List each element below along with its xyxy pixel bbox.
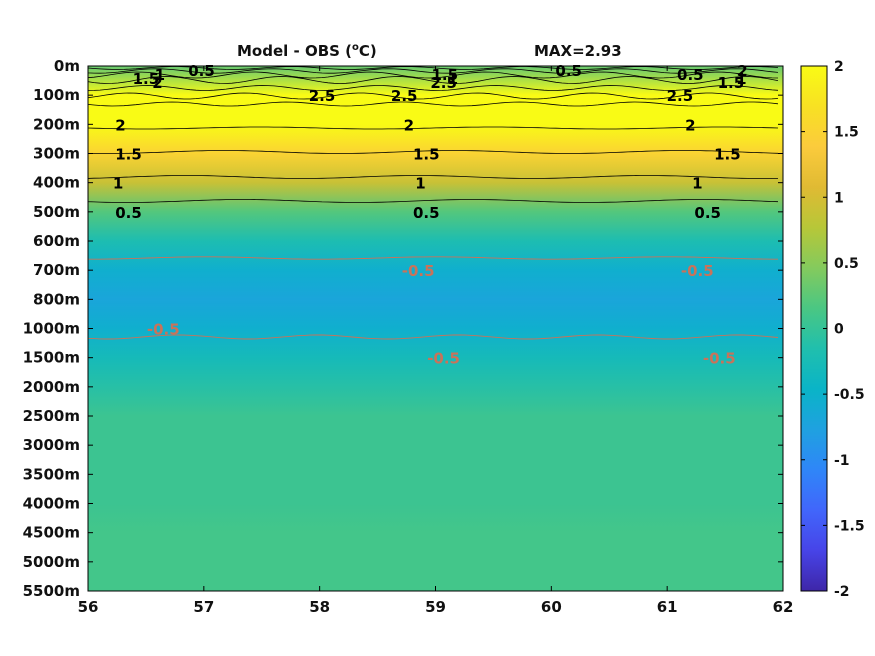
x-tick-label: 57 [193, 598, 214, 616]
contour-line-1.5 [87, 71, 779, 79]
y-tick-label: 300m [33, 145, 80, 163]
max-label: MAX=2.93 [534, 42, 622, 60]
y-tick-label: 5500m [23, 582, 80, 600]
contour-line-1 [87, 68, 779, 74]
contour-label: -0.5 [427, 350, 460, 368]
y-tick-label: 2500m [23, 407, 80, 425]
x-tick-label: 60 [541, 598, 562, 616]
y-tick-label: 200m [33, 115, 80, 133]
y-tick-label: 4000m [23, 495, 80, 513]
contour-label: 2 [685, 116, 695, 134]
y-tick-label: 400m [33, 174, 80, 192]
chart-title-degree: o [352, 42, 359, 53]
contour-line-neg0.5-upper [87, 256, 778, 260]
y-tick-label: 0m [54, 57, 80, 75]
colorbar-tick-label: 1 [834, 190, 844, 206]
contour-label: 1.5 [133, 70, 160, 88]
heatmap-field [88, 66, 783, 591]
x-tick-label: 56 [78, 598, 99, 616]
colorbar-tick-label: -2 [834, 584, 850, 600]
chart-title: Model - OBS (oC) [237, 42, 377, 60]
contour-label: 2.5 [667, 87, 694, 105]
contour-label: 1.5 [115, 146, 142, 164]
contour-line-2.5 [87, 85, 779, 91]
contour-line-2-deep [87, 126, 779, 130]
y-tick-label: 100m [33, 86, 80, 104]
contour-label: 0.5 [413, 204, 440, 222]
y-tick-label: 700m [33, 261, 80, 279]
contour-label: 1.5 [714, 146, 741, 164]
colorbar-tick-label: 1.5 [834, 125, 859, 141]
contour-label: 0.5 [188, 62, 215, 80]
x-tick-label: 61 [657, 598, 678, 616]
contour-label: 2.5 [430, 74, 457, 92]
contour-label: -0.5 [402, 262, 435, 280]
contour-label: 1.5 [413, 146, 440, 164]
contour-label: 1 [448, 70, 458, 88]
contour-label: 1.5 [431, 66, 458, 84]
contour-label: 2.5 [391, 87, 418, 105]
colorbar-tick-label: 0.5 [834, 256, 859, 272]
contour-label: 0.5 [555, 62, 582, 80]
colorbar-tick-label: -0.5 [834, 387, 865, 403]
contour-label: 1 [155, 66, 165, 84]
contour-label: 1 [692, 175, 702, 193]
contour-line-0.5-deep [87, 199, 779, 203]
contour-label: -0.5 [681, 262, 714, 280]
y-tick-label: 500m [33, 203, 80, 221]
y-tick-label: 800m [33, 290, 80, 308]
contour-line-neg0.5-lower [87, 334, 779, 340]
x-tick-label: 58 [309, 598, 330, 616]
contour-label: 2 [115, 116, 125, 134]
colorbar-tick-label: -1 [834, 453, 850, 469]
x-tick-label: 59 [425, 598, 446, 616]
y-tick-label: 600m [33, 232, 80, 250]
contour-line-1.5-deep [87, 150, 779, 154]
contour-label: 0.5 [694, 204, 721, 222]
colorbar-tick-label: 0 [834, 322, 844, 338]
contour-label: 1 [415, 175, 425, 193]
y-tick-label: 3500m [23, 465, 80, 483]
contour-label: 2 [404, 116, 414, 134]
contour-label: 0.5 [115, 204, 142, 222]
y-tick-label: 2000m [23, 378, 80, 396]
contour-line-0.5 [87, 66, 779, 70]
contour-label: 1 [736, 70, 746, 88]
contour-label: 1 [113, 175, 123, 193]
colorbar-tick-label: 2 [834, 59, 844, 75]
contour-label: -0.5 [703, 350, 736, 368]
contour-line-2.5-lower [87, 92, 779, 100]
contour-line-2 [87, 76, 779, 84]
x-tick-label: 62 [773, 598, 794, 616]
y-tick-label: 3000m [23, 436, 80, 454]
contour-label: 2 [737, 62, 747, 80]
y-tick-label: 1000m [23, 320, 80, 338]
contour-line-1-deep [87, 175, 778, 179]
contour-label: 1.5 [718, 74, 745, 92]
colorbar-tick-label: -1.5 [834, 518, 865, 534]
contour-label: 2.5 [309, 87, 336, 105]
contour-label: 0.5 [677, 66, 704, 84]
y-tick-label: 5000m [23, 553, 80, 571]
contour-label: -0.5 [147, 321, 180, 339]
chart-title-unit: C) [358, 42, 377, 60]
y-tick-label: 1500m [23, 349, 80, 367]
chart-title-main: Model - OBS ( [237, 42, 353, 60]
contour-line-2-lower [87, 101, 779, 107]
contour-label: 2 [152, 74, 162, 92]
y-tick-label: 4500m [23, 524, 80, 542]
